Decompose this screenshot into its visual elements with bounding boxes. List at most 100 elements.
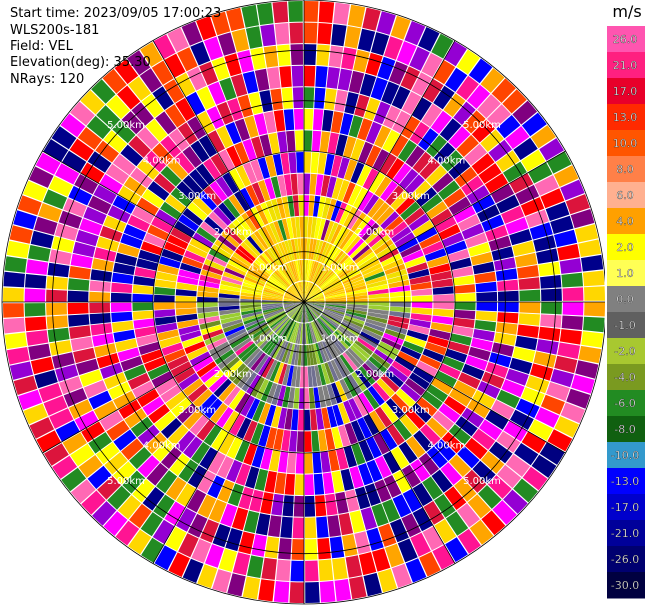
velocity-gate bbox=[222, 271, 244, 282]
velocity-gate bbox=[509, 357, 533, 375]
velocity-gate bbox=[153, 173, 176, 194]
velocity-gate bbox=[9, 361, 34, 380]
velocity-gate bbox=[285, 321, 296, 341]
velocity-gate bbox=[333, 226, 347, 246]
velocity-gate bbox=[218, 305, 240, 311]
colorbar-tick-label: 2.0 bbox=[616, 241, 634, 254]
velocity-gate bbox=[132, 479, 155, 503]
ppi-scan-plot: 1.00km1.00km1.00km1.00km2.00km2.00km2.00… bbox=[1, 0, 605, 605]
velocity-gate bbox=[30, 356, 54, 375]
velocity-gate bbox=[301, 281, 304, 302]
velocity-gate bbox=[456, 75, 479, 101]
velocity-gate bbox=[322, 109, 334, 132]
velocity-gate bbox=[336, 259, 354, 275]
velocity-gate bbox=[208, 211, 228, 230]
velocity-gate bbox=[252, 400, 266, 422]
velocity-gate bbox=[266, 248, 281, 268]
velocity-gate bbox=[270, 176, 282, 198]
velocity-gate bbox=[390, 190, 410, 211]
velocity-gate bbox=[161, 418, 182, 439]
velocity-gate bbox=[304, 302, 322, 314]
velocity-gate bbox=[197, 564, 218, 589]
velocity-gate bbox=[70, 479, 96, 504]
velocity-gate bbox=[261, 303, 283, 307]
velocity-gate bbox=[243, 162, 258, 184]
velocity-gate bbox=[311, 321, 322, 342]
velocity-gate bbox=[472, 194, 495, 214]
colorbar-swatch bbox=[607, 156, 645, 183]
velocity-gate bbox=[186, 346, 208, 361]
velocity-gate bbox=[294, 238, 300, 260]
velocity-gate bbox=[131, 206, 155, 224]
velocity-gate bbox=[2, 287, 24, 302]
velocity-gate bbox=[343, 276, 364, 287]
velocity-gate bbox=[264, 335, 279, 354]
velocity-gate bbox=[320, 315, 337, 331]
velocity-gate bbox=[287, 289, 304, 302]
velocity-gate bbox=[426, 135, 447, 158]
velocity-gate bbox=[505, 126, 530, 149]
velocity-gate bbox=[264, 285, 285, 295]
velocity-gate bbox=[167, 234, 189, 250]
velocity-gate bbox=[426, 201, 448, 220]
velocity-gate bbox=[325, 246, 339, 266]
velocity-gate bbox=[235, 165, 251, 187]
velocity-gate bbox=[514, 443, 539, 466]
velocity-gate bbox=[344, 159, 358, 181]
velocity-gate bbox=[186, 66, 207, 91]
velocity-gate bbox=[291, 366, 298, 387]
velocity-gate bbox=[67, 290, 89, 302]
velocity-gate bbox=[244, 115, 259, 138]
velocity-gate bbox=[515, 184, 540, 205]
velocity-gate bbox=[187, 116, 207, 140]
velocity-gate bbox=[253, 230, 269, 250]
velocity-gate bbox=[471, 119, 495, 143]
velocity-gate bbox=[557, 342, 580, 359]
velocity-gate bbox=[160, 201, 182, 220]
velocity-gate bbox=[362, 194, 380, 215]
velocity-gate bbox=[364, 483, 381, 506]
velocity-gate bbox=[203, 36, 223, 61]
velocity-gate bbox=[406, 436, 426, 458]
velocity-gate bbox=[128, 76, 151, 101]
velocity-gate bbox=[136, 258, 158, 271]
velocity-gate bbox=[332, 404, 344, 426]
velocity-gate bbox=[24, 303, 46, 317]
velocity-gate bbox=[286, 302, 304, 315]
velocity-gate bbox=[178, 533, 199, 558]
velocity-gate bbox=[283, 302, 304, 307]
velocity-gate bbox=[281, 196, 291, 218]
velocity-gate bbox=[229, 414, 246, 436]
velocity-gate bbox=[176, 483, 197, 507]
velocity-gate bbox=[293, 387, 300, 409]
velocity-gate bbox=[339, 113, 354, 136]
velocity-gate bbox=[258, 254, 275, 272]
velocity-gate bbox=[127, 50, 151, 76]
velocity-gate bbox=[196, 419, 216, 441]
velocity-gate bbox=[152, 86, 174, 110]
velocity-gate bbox=[185, 91, 206, 116]
velocity-gate bbox=[186, 489, 207, 513]
velocity-gate bbox=[289, 322, 298, 343]
velocity-gate bbox=[462, 110, 486, 134]
velocity-gate bbox=[281, 87, 293, 109]
velocity-gate bbox=[343, 376, 358, 397]
velocity-gate bbox=[151, 216, 173, 234]
velocity-gate bbox=[307, 366, 313, 388]
velocity-gate bbox=[431, 278, 454, 288]
velocity-gate bbox=[385, 398, 405, 419]
velocity-gate bbox=[347, 209, 362, 230]
velocity-gate bbox=[319, 580, 336, 603]
velocity-gate bbox=[306, 344, 311, 366]
velocity-gate bbox=[343, 400, 357, 422]
velocity-gate bbox=[288, 262, 298, 282]
velocity-gate bbox=[528, 419, 553, 441]
velocity-gate bbox=[367, 385, 385, 406]
velocity-gate bbox=[83, 380, 107, 399]
velocity-gate bbox=[108, 381, 131, 400]
velocity-gate bbox=[362, 363, 380, 382]
colorbar-tick-label: -17.0 bbox=[611, 501, 639, 514]
velocity-gate bbox=[220, 503, 238, 527]
velocity-gate bbox=[492, 500, 517, 525]
velocity-gate bbox=[324, 307, 345, 315]
